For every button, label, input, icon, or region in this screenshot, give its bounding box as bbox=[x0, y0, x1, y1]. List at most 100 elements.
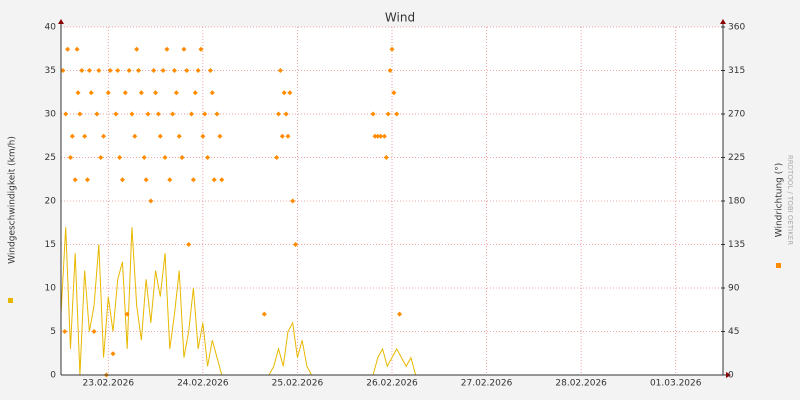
y2-tick-label: 45 bbox=[728, 327, 739, 337]
x-tick-label: 23.02.2026 bbox=[83, 379, 135, 389]
direction-marker bbox=[281, 90, 287, 96]
direction-marker bbox=[287, 90, 293, 96]
y-tick-label: 10 bbox=[45, 284, 57, 294]
direction-marker bbox=[381, 133, 387, 139]
direction-marker bbox=[160, 68, 166, 73]
direction-marker bbox=[94, 111, 100, 117]
direction-marker bbox=[138, 90, 144, 96]
direction-marker bbox=[86, 68, 92, 73]
direction-marker bbox=[91, 329, 97, 334]
direction-marker bbox=[285, 133, 291, 139]
y-axis-title: Windgeschwindigkeit (km/h) bbox=[8, 136, 18, 264]
direction-marker bbox=[375, 133, 381, 139]
direction-marker bbox=[119, 177, 125, 183]
y-tick-label: 35 bbox=[45, 66, 56, 76]
direction-marker bbox=[167, 177, 173, 183]
direction-marker bbox=[170, 111, 176, 117]
direction-marker bbox=[378, 133, 384, 139]
direction-marker bbox=[153, 90, 159, 96]
direction-marker bbox=[217, 133, 223, 139]
chart-title: Wind bbox=[385, 11, 415, 25]
direction-marker bbox=[110, 351, 116, 357]
y2-tick-label: 135 bbox=[728, 240, 745, 250]
legend-swatch bbox=[8, 298, 13, 303]
direction-marker bbox=[176, 133, 182, 139]
direction-marker bbox=[60, 68, 66, 73]
direction-marker bbox=[186, 242, 192, 247]
watermark: RRDTOOL / TOBI OETIKER bbox=[786, 155, 794, 245]
direction-marker bbox=[129, 111, 135, 117]
speed-line bbox=[60, 227, 417, 376]
direction-marker bbox=[261, 311, 267, 317]
direction-marker bbox=[96, 68, 102, 73]
direction-marker bbox=[143, 177, 149, 183]
direction-marker bbox=[219, 177, 225, 183]
direction-marker bbox=[293, 242, 299, 247]
direction-marker bbox=[82, 133, 88, 139]
direction-marker bbox=[65, 46, 71, 52]
direction-marker bbox=[181, 46, 187, 52]
direction-marker bbox=[155, 111, 161, 117]
direction-marker bbox=[63, 111, 69, 117]
direction-marker bbox=[134, 46, 140, 52]
y-tick-label: 20 bbox=[45, 197, 57, 207]
direction-marker bbox=[274, 155, 280, 160]
y-tick-label: 40 bbox=[45, 23, 57, 33]
axis-arrow bbox=[720, 19, 726, 24]
direction-marker bbox=[67, 155, 73, 160]
x-tick-label: 27.02.2026 bbox=[461, 379, 513, 389]
axis-arrow bbox=[58, 19, 64, 24]
direction-marker bbox=[72, 177, 78, 183]
direction-marker bbox=[214, 111, 220, 117]
direction-marker bbox=[179, 155, 185, 160]
y2-axis-title: Windrichtung (°) bbox=[775, 163, 785, 238]
direction-marker bbox=[157, 133, 163, 139]
direction-marker bbox=[211, 177, 217, 183]
direction-marker bbox=[209, 90, 215, 96]
direction-marker bbox=[387, 68, 393, 73]
x-tick-label: 01.03.2026 bbox=[650, 379, 702, 389]
direction-marker bbox=[75, 90, 81, 96]
y-tick-label: 15 bbox=[45, 240, 56, 250]
direction-marker bbox=[391, 90, 397, 96]
direction-marker bbox=[370, 111, 376, 117]
marks bbox=[60, 46, 417, 378]
direction-marker bbox=[148, 198, 154, 204]
direction-marker bbox=[117, 155, 123, 160]
direction-marker bbox=[276, 111, 282, 117]
y-tick-label: 0 bbox=[50, 371, 56, 381]
legend-swatch bbox=[776, 263, 781, 268]
x-tick-label: 28.02.2026 bbox=[555, 379, 607, 389]
direction-marker bbox=[184, 68, 190, 73]
direction-marker bbox=[389, 46, 395, 52]
direction-marker bbox=[195, 68, 201, 73]
direction-marker bbox=[192, 90, 198, 96]
direction-marker bbox=[394, 111, 400, 117]
direction-marker bbox=[151, 68, 157, 73]
y2-tick-label: 360 bbox=[728, 23, 745, 33]
x-tick-label: 24.02.2026 bbox=[177, 379, 229, 389]
y-tick-label: 30 bbox=[45, 110, 57, 120]
direction-marker bbox=[283, 111, 289, 117]
direction-marker bbox=[124, 311, 130, 317]
direction-marker bbox=[200, 133, 206, 139]
direction-marker bbox=[107, 68, 113, 73]
direction-marker bbox=[62, 329, 68, 334]
direction-marker bbox=[98, 155, 104, 160]
y2-tick-label: 90 bbox=[728, 284, 740, 294]
y2-tick-label: 180 bbox=[728, 197, 745, 207]
direction-marker bbox=[277, 68, 283, 73]
direction-marker bbox=[113, 111, 119, 117]
direction-marker bbox=[171, 68, 177, 73]
y-tick-label: 25 bbox=[45, 153, 56, 163]
direction-marker bbox=[189, 111, 195, 117]
direction-marker bbox=[88, 90, 94, 96]
direction-marker bbox=[122, 90, 128, 96]
direction-marker bbox=[385, 111, 391, 117]
direction-marker bbox=[207, 68, 213, 73]
axis-arrow bbox=[726, 372, 731, 378]
x-tick-label: 26.02.2026 bbox=[366, 379, 418, 389]
y2-tick-label: 270 bbox=[728, 110, 745, 120]
direction-marker bbox=[84, 177, 90, 183]
